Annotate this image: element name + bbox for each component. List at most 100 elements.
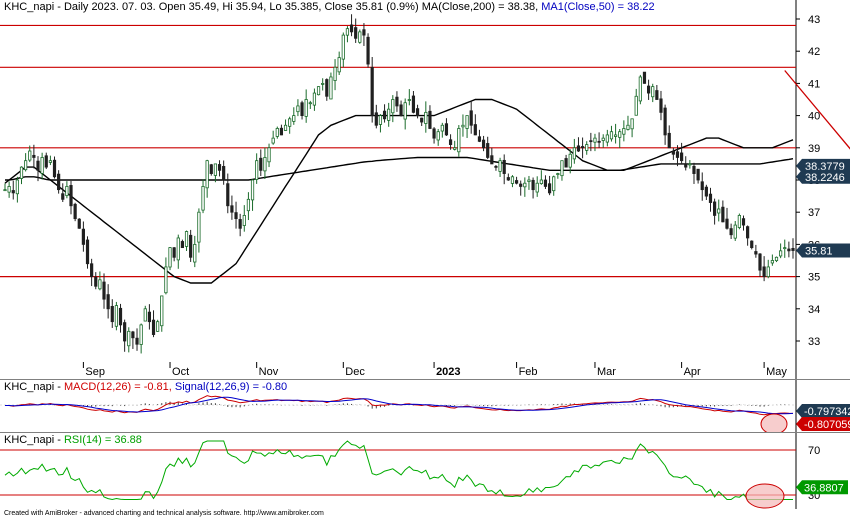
candle-body: [329, 76, 333, 100]
candle-body: [547, 183, 552, 194]
macd-value-tag-bg: [796, 417, 850, 431]
x-tick-label: Apr: [684, 366, 701, 378]
rsi-value-tag: 36.8807: [796, 480, 848, 495]
candle-body: [292, 115, 296, 122]
y-tick-label: 42: [808, 46, 820, 58]
price-title-ma200: MA(Close,200) = 38.38,: [421, 1, 539, 13]
macd-title-signal: Signal(12,26,9) = -0.80: [174, 381, 288, 393]
x-tick-label: May: [766, 366, 787, 378]
candle-body: [721, 206, 725, 223]
candle-body: [304, 99, 308, 117]
candle-body: [692, 165, 696, 174]
candle-body: [680, 152, 684, 162]
candle-body: [539, 179, 543, 185]
candle-body: [403, 102, 407, 120]
candle-body: [267, 147, 271, 163]
macd-title-macd: MACD(12,26) = -0.81,: [63, 381, 172, 393]
macd-value-tag-label: -0.807059: [804, 419, 850, 431]
candle-body: [647, 85, 651, 94]
candle-body: [205, 160, 209, 189]
y-tick-label: 35: [808, 272, 820, 284]
candle-body: [395, 96, 399, 107]
candle-body: [651, 86, 655, 98]
macd-pane[interactable]: -0.797342 -0.807059 KHC_napi - MACD(12,26…: [0, 380, 850, 432]
candle-body: [259, 157, 263, 171]
candle-body: [655, 90, 659, 100]
candle-body: [234, 212, 238, 220]
candle-body: [597, 140, 601, 143]
candle-body: [564, 158, 568, 168]
ma50-line: [4, 98, 794, 284]
candle-body: [255, 160, 259, 180]
rsi-pane[interactable]: 30 70 36.8807 KHC_napi - RSI(14) = 36.88: [0, 433, 850, 509]
price-chart[interactable]: 3334353637383940414243SepOctNovDec2023Fe…: [0, 0, 850, 379]
macd-title: KHC_napi - MACD(12,26) = -0.81, Signal(1…: [4, 381, 288, 393]
candle-body: [494, 165, 498, 168]
candle-body: [127, 330, 131, 347]
candle-body: [316, 86, 321, 96]
candle-body: [770, 260, 774, 264]
candle-body: [754, 251, 758, 255]
candle-body: [667, 132, 671, 149]
downtrend-line: [784, 70, 850, 150]
candle-body: [197, 211, 201, 243]
candle-body: [560, 160, 564, 177]
candle-body: [428, 110, 432, 129]
candle-body: [424, 111, 428, 124]
candle-body: [69, 185, 73, 207]
price-pane[interactable]: 3334353637383940414243SepOctNovDec2023Fe…: [0, 0, 850, 379]
candle-body: [378, 115, 383, 125]
candle-body: [750, 240, 754, 249]
y-tick-label: 34: [808, 304, 820, 316]
candle-body: [147, 311, 151, 323]
x-tick-label: Feb: [519, 366, 538, 378]
candle-body: [671, 150, 675, 155]
candle-body: [81, 228, 85, 245]
candle-body: [3, 189, 7, 192]
candle-body: [189, 234, 193, 258]
candle-body: [28, 150, 32, 161]
candle-body: [729, 228, 733, 236]
candle-body: [506, 177, 510, 181]
y-tick-label: 43: [808, 14, 820, 26]
candle-body: [688, 163, 692, 166]
candle-body: [407, 99, 411, 101]
candle-body: [469, 110, 473, 126]
candle-body: [7, 186, 11, 193]
candle-body: [57, 173, 61, 191]
candle-body: [176, 237, 180, 261]
candle-body: [580, 146, 585, 149]
candle-body: [684, 163, 688, 168]
x-tick-label: Oct: [172, 366, 189, 378]
candle-body: [638, 76, 642, 102]
candle-body: [242, 215, 246, 226]
candle-body: [222, 166, 226, 181]
rsi-line: [4, 440, 793, 501]
macd-value-tag-label: -0.797342: [804, 406, 850, 418]
price-value-tag: 35.81: [796, 243, 850, 258]
candle-body: [448, 139, 453, 145]
y-tick-label: 33: [808, 336, 820, 348]
candle-body: [696, 168, 700, 181]
candle-body: [168, 247, 172, 268]
candle-body: [156, 321, 160, 332]
candle-body: [321, 83, 325, 85]
candle-body: [411, 95, 416, 113]
candle-body: [271, 137, 275, 144]
candle-body: [143, 308, 147, 322]
candle-body: [341, 34, 345, 60]
rsi-title: KHC_napi - RSI(14) = 36.88: [4, 434, 142, 446]
candle-body: [73, 203, 77, 220]
candle-body: [296, 105, 300, 113]
price-title-symbol: KHC_napi: [4, 1, 55, 13]
y-tick-label: 39: [808, 143, 820, 155]
candle-body: [779, 250, 783, 257]
price-value-tag-bg: [796, 243, 850, 258]
rsi-title-symbol: KHC_napi: [4, 434, 55, 446]
candle-body: [370, 66, 374, 117]
macd-chart[interactable]: -0.797342-0.807059: [0, 380, 850, 432]
candle-body: [85, 239, 90, 265]
candle-body: [230, 205, 234, 213]
candle-body: [201, 186, 205, 211]
